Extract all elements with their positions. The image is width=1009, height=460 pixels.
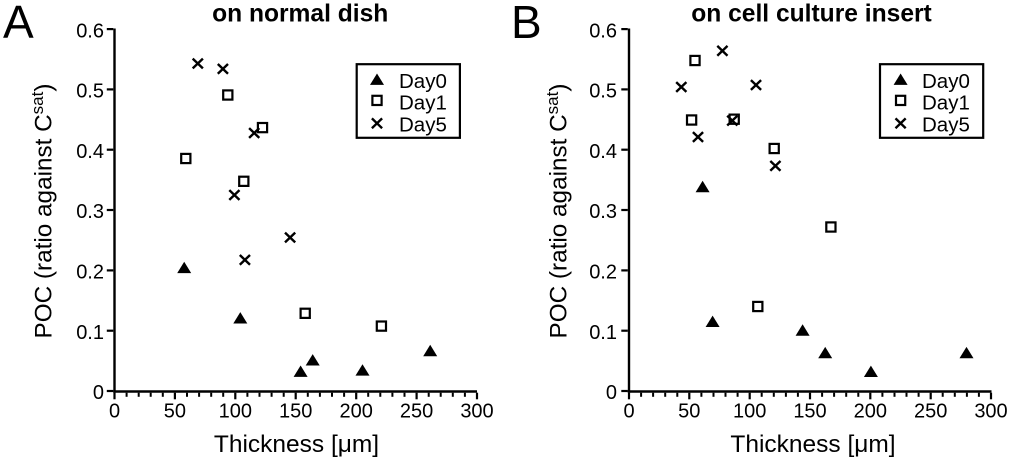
svg-text:0.5: 0.5	[589, 81, 617, 103]
svg-text:POC (ratio against Csat): POC (ratio against Csat)	[28, 84, 57, 339]
svg-text:Day0: Day0	[922, 70, 970, 93]
svg-text:0.4: 0.4	[76, 141, 104, 163]
svg-text:Day0: Day0	[399, 70, 447, 93]
svg-text:Thickness [μm]: Thickness [μm]	[214, 431, 379, 458]
svg-text:0.1: 0.1	[76, 322, 104, 344]
svg-text:100: 100	[733, 401, 766, 423]
svg-text:0.1: 0.1	[589, 322, 617, 344]
svg-text:Day1: Day1	[922, 91, 970, 114]
svg-text:200: 200	[340, 401, 373, 423]
svg-text:250: 250	[400, 401, 433, 423]
svg-text:200: 200	[854, 401, 887, 423]
svg-text:0.6: 0.6	[76, 20, 104, 42]
svg-text:0.4: 0.4	[589, 141, 617, 163]
svg-text:0: 0	[606, 382, 617, 404]
svg-text:on cell culture insert: on cell culture insert	[691, 1, 932, 28]
svg-text:50: 50	[678, 401, 700, 423]
svg-text:Thickness [μm]: Thickness [μm]	[730, 431, 895, 458]
svg-text:0: 0	[109, 401, 120, 423]
svg-text:0: 0	[623, 401, 634, 423]
svg-text:0.3: 0.3	[76, 201, 104, 223]
svg-text:A: A	[3, 0, 34, 48]
svg-text:100: 100	[219, 401, 252, 423]
svg-text:0.3: 0.3	[589, 201, 617, 223]
svg-text:300: 300	[460, 401, 493, 423]
svg-text:50: 50	[164, 401, 186, 423]
svg-text:B: B	[511, 0, 542, 48]
svg-text:Day1: Day1	[399, 91, 447, 114]
svg-text:POC (ratio against Csat): POC (ratio against Csat)	[543, 84, 572, 339]
svg-text:150: 150	[793, 401, 826, 423]
svg-text:on normal dish: on normal dish	[212, 1, 388, 28]
svg-text:0.2: 0.2	[589, 262, 617, 284]
svg-text:0.6: 0.6	[589, 20, 617, 42]
svg-text:300: 300	[974, 401, 1007, 423]
svg-text:Day5: Day5	[922, 113, 970, 136]
svg-text:0.2: 0.2	[76, 262, 104, 284]
svg-text:150: 150	[279, 401, 312, 423]
svg-text:Day5: Day5	[399, 113, 447, 136]
svg-text:0.5: 0.5	[76, 81, 104, 103]
svg-text:250: 250	[914, 401, 947, 423]
svg-text:0: 0	[93, 382, 104, 404]
